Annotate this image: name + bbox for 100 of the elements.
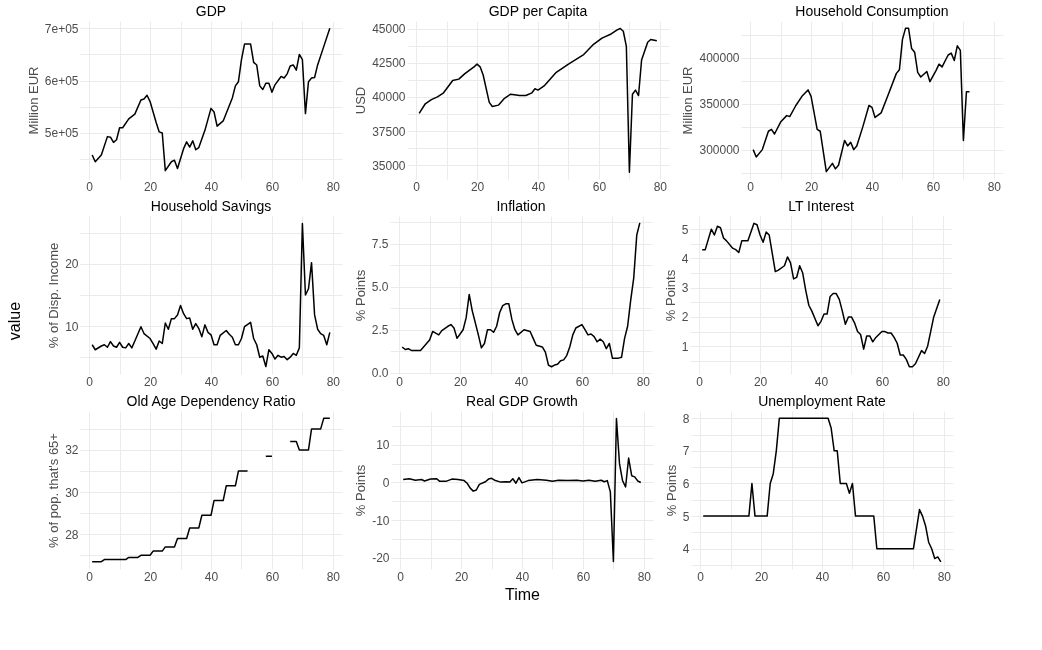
- x-tick-label: 20: [143, 179, 158, 194]
- x-tick-label: 0: [747, 179, 755, 194]
- line-series: [752, 27, 971, 173]
- x-tick-label: 20: [143, 374, 158, 389]
- x-tick-label: 40: [515, 569, 530, 584]
- x-tick-label: 40: [531, 179, 546, 194]
- chart-title: Inflation: [496, 198, 546, 214]
- y-tick-label: 45000: [372, 22, 406, 37]
- y-tick-label: 37500: [372, 124, 406, 139]
- x-tick-label: 20: [754, 569, 769, 584]
- y-axis-title: Million EUR: [680, 66, 696, 135]
- x-tick-label: 40: [814, 374, 829, 389]
- x-tick-label: 0: [86, 179, 94, 194]
- y-axis-title: % Points: [663, 464, 679, 517]
- x-tick-label: 0: [413, 179, 421, 194]
- y-tick-label: 40000: [372, 90, 406, 105]
- y-tick-label: 1: [681, 339, 689, 354]
- x-tick-label: 40: [204, 569, 219, 584]
- y-tick-label: 0.0: [371, 366, 389, 381]
- y-tick-label: 8: [682, 411, 690, 426]
- x-tick-label: 0: [86, 374, 94, 389]
- x-tick-label: 80: [326, 179, 341, 194]
- x-tick-label: 60: [265, 179, 280, 194]
- x-tick-label: 0: [86, 569, 94, 584]
- y-tick-label: 2: [681, 310, 689, 325]
- y-axis-title: USD: [353, 86, 369, 115]
- x-tick-label: 80: [653, 179, 668, 194]
- x-tick-label: 40: [815, 569, 830, 584]
- x-tick-label: 80: [936, 374, 951, 389]
- x-tick-label: 40: [514, 374, 529, 389]
- y-tick-label: 28: [65, 527, 79, 542]
- y-tick-label: 5e+05: [44, 126, 79, 141]
- y-tick-label: 7.5: [371, 237, 389, 252]
- x-tick-label: 20: [454, 569, 469, 584]
- x-tick-label: 40: [204, 374, 219, 389]
- x-tick-label: 60: [876, 569, 891, 584]
- x-tick-label: 60: [265, 569, 280, 584]
- x-tick-label: 40: [204, 179, 219, 194]
- chart-title: GDP: [195, 3, 227, 19]
- y-tick-label: 10: [376, 438, 390, 453]
- y-tick-label: 7e+05: [44, 21, 79, 36]
- chart-title: Household Consumption: [795, 3, 949, 19]
- y-tick-label: 32: [65, 443, 79, 458]
- y-tick-label: -20: [372, 551, 390, 566]
- line-series: [702, 417, 942, 563]
- x-tick-label: 20: [804, 179, 819, 194]
- y-tick-label: 350000: [699, 97, 740, 112]
- chart-title: GDP per Capita: [488, 3, 588, 19]
- y-axis-title: % Points: [662, 269, 678, 322]
- x-tick-label: 60: [592, 179, 607, 194]
- x-tick-label: 60: [576, 569, 591, 584]
- x-tick-label: 80: [987, 179, 1002, 194]
- y-axis-title: % Points: [353, 464, 369, 517]
- y-tick-label: 4: [682, 542, 690, 557]
- y-axis-title: % Points: [352, 269, 368, 322]
- line-series: [91, 222, 331, 368]
- x-tick-label: 20: [143, 569, 158, 584]
- y-tick-label: 35000: [372, 158, 406, 173]
- x-tick-label: 80: [326, 569, 341, 584]
- text: value: [6, 301, 23, 341]
- chart-title: Old Age Dependency Ratio: [126, 393, 296, 409]
- x-tick-label: 20: [470, 179, 485, 194]
- x-tick-label: 60: [875, 374, 890, 389]
- y-tick-label: 400000: [699, 51, 740, 66]
- y-tick-label: 5: [681, 222, 689, 237]
- y-axis-title: Million EUR: [25, 66, 41, 135]
- y-tick-label: 7: [682, 444, 690, 459]
- y-tick-label: 6: [682, 476, 690, 491]
- y-tick-label: 4: [681, 251, 689, 266]
- line-series: [418, 27, 658, 173]
- line-series: [402, 417, 642, 563]
- y-tick-label: 3: [681, 281, 689, 296]
- x-axis-title: Time: [505, 585, 541, 603]
- y-axis-title: % of pop. that's 65+: [46, 433, 62, 548]
- chart-title: Real GDP Growth: [466, 393, 578, 409]
- x-tick-label: 40: [865, 179, 880, 194]
- y-tick-label: 30: [65, 485, 79, 500]
- y-tick-label: 2.5: [371, 323, 389, 338]
- x-tick-label: 60: [926, 179, 941, 194]
- x-tick-label: 60: [265, 374, 280, 389]
- x-tick-label: 20: [453, 374, 468, 389]
- y-axis-title: % of Disp. Income: [46, 242, 62, 349]
- y-tick-label: 20: [65, 257, 79, 272]
- line-series: [401, 222, 641, 368]
- chart-title: Unemployment Rate: [758, 393, 887, 409]
- y-tick-label: 300000: [699, 143, 740, 158]
- y-tick-label: 6e+05: [44, 74, 79, 89]
- x-tick-label: 80: [637, 569, 652, 584]
- y-tick-label: -10: [372, 513, 390, 528]
- y-tick-label: 5.0: [371, 280, 389, 295]
- line-series: [701, 222, 941, 368]
- x-tick-label: 80: [636, 374, 651, 389]
- x-tick-label: 60: [575, 374, 590, 389]
- chart-title: LT Interest: [788, 198, 854, 214]
- y-tick-label: 42500: [372, 56, 406, 71]
- y-tick-label: 5: [682, 509, 690, 524]
- line-series: [91, 27, 331, 172]
- y-tick-label: 0: [382, 475, 390, 490]
- x-tick-label: 80: [326, 374, 341, 389]
- x-tick-label: 20: [753, 374, 768, 389]
